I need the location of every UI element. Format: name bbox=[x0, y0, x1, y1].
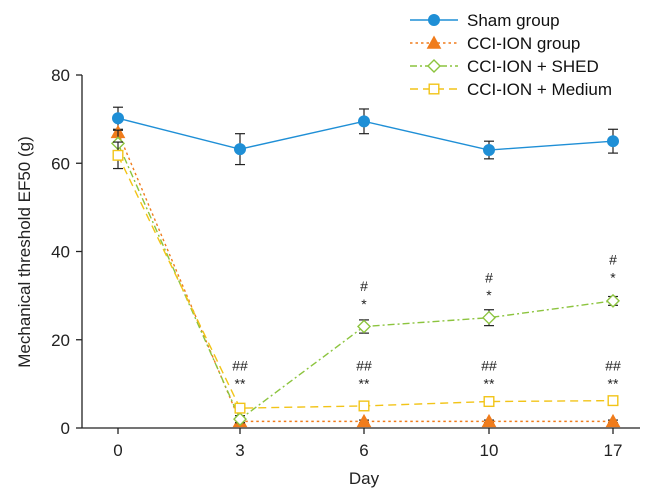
significance-mark: * bbox=[486, 287, 492, 303]
significance-mark: ** bbox=[608, 375, 619, 391]
significance-mark: ** bbox=[484, 375, 495, 391]
data-point bbox=[357, 319, 371, 334]
data-point bbox=[483, 396, 495, 408]
legend-label: CCI-ION + SHED bbox=[467, 57, 599, 76]
x-tick-label: 6 bbox=[359, 441, 368, 460]
data-point bbox=[233, 412, 247, 427]
significance-mark: ## bbox=[481, 358, 497, 374]
significance-mark: ## bbox=[605, 358, 621, 374]
y-tick-label: 0 bbox=[61, 419, 70, 438]
data-point bbox=[605, 413, 621, 428]
y-ticks: 0 20 40 60 80 bbox=[51, 66, 82, 438]
y-tick-label: 60 bbox=[51, 154, 70, 173]
y-axis-title: Mechanical threshold EF50 (g) bbox=[15, 136, 34, 368]
data-point bbox=[356, 413, 372, 428]
data-point bbox=[358, 400, 370, 412]
data-point bbox=[234, 402, 246, 414]
x-ticks: 0 3 6 10 17 bbox=[113, 428, 622, 460]
series-4 bbox=[112, 141, 619, 414]
x-tick-label: 17 bbox=[604, 441, 623, 460]
significance-mark: # bbox=[485, 269, 493, 285]
significance-mark: ** bbox=[359, 375, 370, 391]
legend-marker bbox=[428, 14, 440, 26]
legend-item: Sham group bbox=[410, 11, 560, 30]
significance-mark: * bbox=[361, 296, 367, 312]
data-point bbox=[481, 413, 497, 428]
legend-marker bbox=[427, 59, 441, 73]
data-point bbox=[606, 293, 620, 308]
data-point bbox=[358, 115, 370, 128]
legend-item: CCI-ION group bbox=[410, 34, 580, 53]
significance-mark: # bbox=[360, 278, 368, 294]
x-axis-title: Day bbox=[349, 469, 380, 488]
series-layer bbox=[110, 106, 621, 428]
y-tick-label: 40 bbox=[51, 243, 70, 262]
series-1 bbox=[112, 106, 619, 166]
data-point bbox=[234, 143, 246, 156]
x-tick-label: 0 bbox=[113, 441, 122, 460]
x-tick-label: 10 bbox=[480, 441, 499, 460]
y-tick-label: 20 bbox=[51, 331, 70, 350]
legend-label: Sham group bbox=[467, 11, 560, 30]
data-point bbox=[483, 144, 495, 157]
legend-item: CCI-ION + SHED bbox=[410, 57, 599, 76]
data-point bbox=[112, 112, 124, 125]
axes: 0 20 40 60 80 0 3 6 10 17 bbox=[51, 66, 640, 460]
data-point bbox=[607, 395, 619, 407]
data-point bbox=[607, 135, 619, 148]
significance-mark: ## bbox=[232, 358, 248, 374]
legend-item: CCI-ION + Medium bbox=[410, 80, 612, 99]
significance-mark: # bbox=[609, 252, 617, 268]
legend-label: CCI-ION + Medium bbox=[467, 80, 612, 99]
significance-mark: ** bbox=[235, 375, 246, 391]
significance-annotations: **##**##*#**##*#**##*# bbox=[232, 252, 621, 392]
legend-label: CCI-ION group bbox=[467, 34, 580, 53]
x-tick-label: 3 bbox=[235, 441, 244, 460]
legend: Sham group CCI-ION group CCI-ION + SHED CCI… bbox=[410, 11, 612, 99]
data-point bbox=[482, 310, 496, 325]
significance-mark: ## bbox=[356, 358, 372, 374]
y-tick-label: 80 bbox=[51, 66, 70, 85]
data-point bbox=[112, 149, 124, 161]
significance-mark: * bbox=[610, 269, 616, 285]
legend-marker bbox=[426, 35, 442, 49]
legend-marker bbox=[428, 83, 440, 95]
